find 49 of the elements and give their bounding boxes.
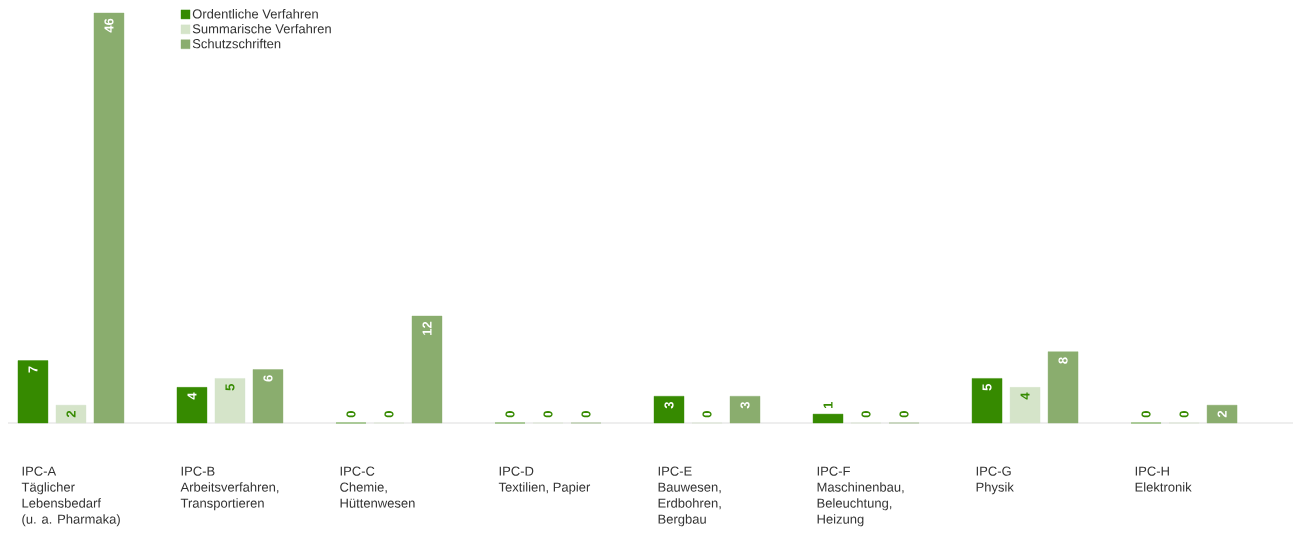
bar [1047, 351, 1079, 424]
data-label: 0 [505, 411, 515, 418]
data-label: 8 [1058, 357, 1068, 364]
data-label: 4 [1020, 392, 1030, 400]
x-tick-label: IPC-C Chemie, Hüttenwesen [340, 466, 415, 508]
x-tick-label: IPC-F Maschinenbau, Beleuchtung, Heizung [817, 466, 904, 527]
data-label: 0 [1179, 411, 1189, 418]
x-tick-label: IPC-E Bauwesen, Erdbohren, Bergbau [658, 466, 721, 527]
bar [653, 396, 685, 424]
data-label: 0 [384, 411, 394, 418]
data-label: 2 [1217, 410, 1227, 418]
bar [812, 413, 844, 424]
bar [17, 360, 49, 424]
bar [971, 378, 1003, 424]
bar [93, 12, 125, 424]
bar [176, 387, 208, 424]
legend-label: Ordentliche Verfahren [192, 8, 318, 19]
x-tick-label: IPC-G Physik [976, 466, 1014, 495]
x-tick-label: IPC-A Täglicher Lebensbedarf (u. a. Pharmaka) [21, 466, 120, 527]
data-label: 12 [422, 321, 432, 335]
data-label: 46 [104, 18, 114, 33]
data-label: 7 [28, 366, 38, 373]
data-label: 5 [982, 383, 992, 391]
data-label: 3 [664, 401, 674, 409]
x-tick-label: IPC-D Textilien, Papier [498, 466, 591, 495]
bar [252, 369, 284, 424]
legend-label: Schutzschriften [192, 38, 281, 49]
bar [55, 404, 87, 424]
data-label: 0 [861, 411, 871, 418]
data-label: 3 [740, 401, 750, 409]
data-label: 4 [187, 392, 197, 400]
data-label: 1 [823, 402, 833, 409]
bar [214, 378, 246, 424]
bar [1206, 404, 1238, 424]
x-tick-label: IPC-H Elektronik [1135, 466, 1192, 492]
data-label: 0 [581, 411, 591, 418]
data-label: 0 [543, 411, 553, 418]
data-label: 0 [702, 411, 712, 418]
data-label: 2 [66, 410, 76, 418]
x-tick-label: IPC-B Arbeitsverfahren, Transportieren [180, 466, 279, 511]
bar [411, 315, 443, 424]
data-label: 5 [225, 383, 235, 391]
data-label: 0 [899, 411, 909, 418]
data-label: 0 [1141, 411, 1151, 418]
data-label: 0 [346, 411, 356, 418]
legend-label: Summarische Verfahren [192, 23, 331, 34]
data-label: 6 [263, 375, 273, 382]
bar [729, 396, 761, 424]
bar [1009, 387, 1041, 424]
